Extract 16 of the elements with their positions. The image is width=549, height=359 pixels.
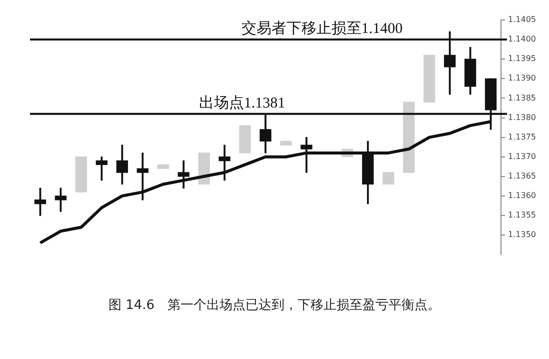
y-tick-label: 1.1400 (508, 34, 536, 44)
y-tick-label: 1.1375 (508, 132, 536, 142)
y-tick-label: 1.1405 (508, 15, 536, 24)
y-tick-label: 1.1395 (508, 54, 536, 64)
candlestick (136, 152, 148, 200)
y-tick-label: 1.1380 (508, 112, 536, 122)
y-tick-label: 1.1360 (508, 191, 536, 200)
text: 图 14.6 第一个出场点已达到，下移止损至盈亏平衡点。 (107, 297, 442, 314)
y-tick-label: 1.1365 (508, 171, 536, 180)
ref-line-label: 交易者下移止损至1.1400 (241, 20, 403, 37)
y-tick-label: 1.1385 (508, 93, 536, 102)
y-tick-label: 1.1355 (508, 210, 536, 220)
y-tick-label: 1.1370 (508, 152, 536, 161)
y-tick-label: 1.1350 (508, 230, 536, 240)
y-tick-label: 1.1390 (508, 74, 536, 83)
ref-line-label: 出场点1.1381 (198, 94, 286, 112)
